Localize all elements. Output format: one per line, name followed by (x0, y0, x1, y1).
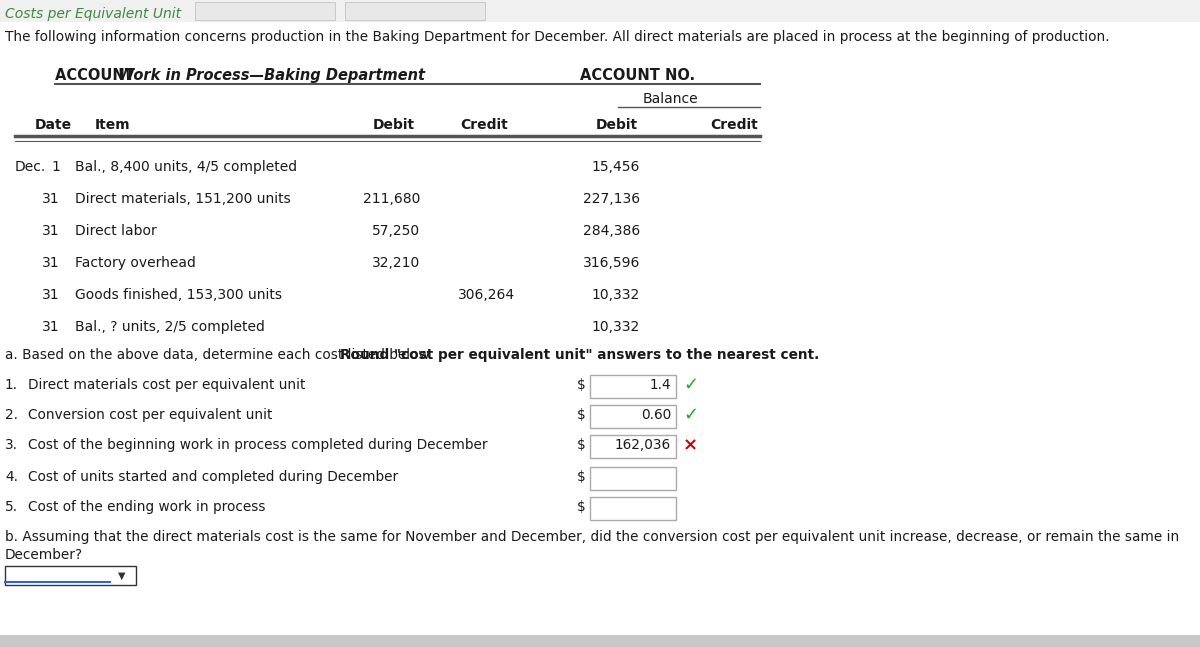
Text: Work in Process—Baking Department: Work in Process—Baking Department (118, 68, 425, 83)
Text: 31: 31 (42, 192, 60, 206)
Text: $: $ (577, 408, 586, 422)
Text: Factory overhead: Factory overhead (74, 256, 196, 270)
Text: 3.: 3. (5, 438, 18, 452)
Text: Bal., 8,400 units, 4/5 completed: Bal., 8,400 units, 4/5 completed (74, 160, 298, 174)
Bar (0, 635, 1200, 647)
Text: 211,680: 211,680 (362, 192, 420, 206)
Text: Date: Date (35, 118, 72, 132)
Text: a. Based on the above data, determine each cost listed below.: a. Based on the above data, determine ea… (5, 348, 437, 362)
Text: 1.4: 1.4 (649, 378, 671, 392)
Text: ACCOUNT NO.: ACCOUNT NO. (580, 68, 695, 83)
Text: Direct labor: Direct labor (74, 224, 157, 238)
Text: Direct materials, 151,200 units: Direct materials, 151,200 units (74, 192, 290, 206)
FancyBboxPatch shape (5, 565, 136, 584)
FancyBboxPatch shape (589, 435, 676, 457)
Text: 31: 31 (42, 256, 60, 270)
Text: 4.: 4. (5, 470, 18, 484)
Text: Round "cost per equivalent unit" answers to the nearest cent.: Round "cost per equivalent unit" answers… (340, 348, 820, 362)
Text: 1.: 1. (5, 378, 18, 392)
FancyBboxPatch shape (589, 466, 676, 490)
Text: Credit: Credit (461, 118, 508, 132)
Text: ✓: ✓ (683, 406, 698, 424)
Text: Item: Item (95, 118, 131, 132)
FancyBboxPatch shape (589, 375, 676, 397)
Text: 31: 31 (42, 288, 60, 302)
Text: ▼: ▼ (118, 571, 125, 581)
Bar (194, 2, 335, 20)
Text: 32,210: 32,210 (372, 256, 420, 270)
Text: ✓: ✓ (683, 376, 698, 394)
Text: Debit: Debit (596, 118, 638, 132)
Text: Debit: Debit (373, 118, 415, 132)
Text: $: $ (577, 438, 586, 452)
Text: Balance: Balance (642, 92, 698, 106)
Text: 31: 31 (42, 224, 60, 238)
Text: 284,386: 284,386 (583, 224, 640, 238)
FancyBboxPatch shape (589, 496, 676, 520)
Text: 2.: 2. (5, 408, 18, 422)
Text: Costs per Equivalent Unit: Costs per Equivalent Unit (5, 7, 181, 21)
Text: ×: × (683, 436, 698, 454)
Text: Credit: Credit (710, 118, 758, 132)
Text: $: $ (577, 500, 586, 514)
Text: 0.60: 0.60 (641, 408, 671, 422)
Text: $: $ (577, 470, 586, 484)
Text: Dec.: Dec. (14, 160, 47, 174)
FancyBboxPatch shape (589, 404, 676, 428)
Text: Cost of the ending work in process: Cost of the ending work in process (28, 500, 265, 514)
Text: ACCOUNT: ACCOUNT (55, 68, 140, 83)
Text: 57,250: 57,250 (372, 224, 420, 238)
Text: $: $ (577, 378, 586, 392)
Text: 15,456: 15,456 (592, 160, 640, 174)
Text: 162,036: 162,036 (614, 438, 671, 452)
Text: The following information concerns production in the Baking Department for Decem: The following information concerns produ… (5, 30, 1110, 44)
Text: 227,136: 227,136 (583, 192, 640, 206)
Text: b. Assuming that the direct materials cost is the same for November and December: b. Assuming that the direct materials co… (5, 530, 1180, 544)
Text: Cost of the beginning work in process completed during December: Cost of the beginning work in process co… (28, 438, 487, 452)
Text: Conversion cost per equivalent unit: Conversion cost per equivalent unit (28, 408, 272, 422)
Text: 306,264: 306,264 (458, 288, 515, 302)
Text: 1: 1 (52, 160, 60, 174)
Bar (346, 2, 485, 20)
Text: Bal., ? units, 2/5 completed: Bal., ? units, 2/5 completed (74, 320, 265, 334)
Text: Direct materials cost per equivalent unit: Direct materials cost per equivalent uni… (28, 378, 305, 392)
Text: December?: December? (5, 548, 83, 562)
Text: Cost of units started and completed during December: Cost of units started and completed duri… (28, 470, 398, 484)
Text: 10,332: 10,332 (592, 320, 640, 334)
Bar (0, 0, 1200, 22)
Text: 316,596: 316,596 (583, 256, 640, 270)
Text: Goods finished, 153,300 units: Goods finished, 153,300 units (74, 288, 282, 302)
Text: 10,332: 10,332 (592, 288, 640, 302)
Text: 31: 31 (42, 320, 60, 334)
Text: 5.: 5. (5, 500, 18, 514)
